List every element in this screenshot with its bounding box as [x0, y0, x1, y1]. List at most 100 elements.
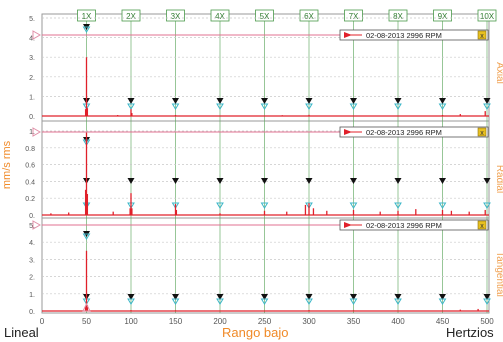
harmonic-label-text: 3X	[171, 12, 181, 21]
harmonic-marker-black	[439, 294, 446, 300]
harmonic-label: 1X	[77, 9, 96, 22]
harmonic-label-box	[299, 9, 319, 22]
x-tick-label: 0	[40, 317, 45, 326]
harmonic-marker-black	[127, 98, 135, 104]
harmonic-label-text: 5X	[260, 12, 270, 21]
harmonic-marker-cyan	[127, 103, 135, 110]
y-tick-label: 0.	[29, 309, 35, 316]
unit-label: Hertzios	[446, 325, 494, 340]
harmonic-marker-cyan	[305, 103, 313, 110]
y-tick-label: 0.6	[25, 163, 35, 170]
harmonic-marker-cyan	[305, 298, 313, 305]
harmonic-marker-cyan	[438, 202, 447, 209]
harmonic-marker-cyan	[438, 103, 447, 110]
x-tick-label: 300	[302, 317, 316, 326]
harmonic-label-text: 2X	[126, 12, 136, 21]
legend-label: 02-08-2013 2996 RPM	[366, 221, 442, 230]
legend-box	[339, 126, 489, 138]
harmonic-marker-black	[216, 98, 224, 104]
reference-marker	[32, 127, 42, 137]
panel-tangential: 0. 1. 2. 3. 4. 5. 02-08-2013 2996 RPM x Tangenti…	[29, 219, 503, 316]
legend-square-mark: x	[480, 223, 484, 230]
harmonic-label-box	[433, 9, 452, 22]
y-tick-label: 0.	[29, 114, 35, 121]
harmonic-marker-cyan	[216, 103, 224, 110]
harmonic-marker-black	[305, 98, 313, 104]
harmonic-marker-cyan	[260, 298, 269, 305]
harmonic-marker-cyan	[483, 202, 491, 209]
harmonic-marker-black	[127, 294, 135, 300]
harmonic-label-text: 6X	[304, 12, 314, 21]
harmonic-label-text: 8X	[393, 12, 403, 21]
panel-name-label: Radial	[494, 165, 503, 193]
fundamental-marker-cyan	[82, 26, 91, 33]
harmonic-label-text: 9X	[438, 12, 448, 21]
x-tick-label: 500	[480, 317, 494, 326]
harmonic-marker-black	[216, 178, 224, 184]
harmonic-marker-black	[127, 178, 135, 184]
panel-axial: 0. 1. 2. 3. 4. 5. 02-08-2013 2996 RPM x Axial	[29, 16, 503, 121]
harmonic-marker-cyan	[260, 202, 269, 209]
harmonic-label: 5X	[255, 9, 274, 22]
y-tick-label: 0.8	[25, 146, 35, 153]
x-tick-label: 50	[82, 317, 91, 326]
legend: 02-08-2013 2996 RPM x	[339, 219, 489, 231]
legend-square-mark: x	[480, 33, 484, 40]
legend-label: 02-08-2013 2996 RPM	[366, 128, 442, 137]
harmonic-marker-black	[172, 98, 179, 104]
legend-square	[477, 220, 487, 230]
harmonic-marker-cyan	[349, 298, 358, 305]
y-tick-label: 2.	[29, 75, 35, 82]
harmonic-marker-black	[439, 98, 446, 104]
harmonic-marker-black	[483, 98, 491, 104]
y-tick-label: 4.	[29, 36, 35, 43]
fundamental-marker-cyan	[82, 233, 91, 240]
x-tick-label: 350	[347, 317, 361, 326]
harmonic-marker-cyan	[438, 298, 447, 305]
x-tick-label: 150	[169, 317, 183, 326]
legend-label: 02-08-2013 2996 RPM	[366, 31, 442, 40]
legend-swatch	[344, 129, 352, 135]
legend-swatch	[344, 32, 352, 38]
x-tick-label: 450	[436, 317, 450, 326]
harmonic-marker-black	[439, 178, 446, 184]
harmonic-label-box	[166, 9, 185, 22]
harmonic-label-box	[210, 9, 230, 22]
harmonic-marker-black	[172, 294, 179, 300]
harmonic-marker-black	[350, 178, 357, 184]
x-tick-label: 200	[213, 317, 227, 326]
harmonic-marker-black	[261, 98, 268, 104]
y-tick-label: 0.	[29, 213, 35, 220]
y-axis-label: mm/s rms	[1, 140, 13, 189]
harmonic-marker-cyan	[394, 298, 402, 305]
harmonic-marker-black	[261, 178, 268, 184]
legend-square	[477, 30, 487, 40]
x-axis-label: Rango bajo	[222, 325, 289, 340]
harmonic-marker-cyan	[171, 103, 180, 110]
harmonic-marker-black	[216, 294, 224, 300]
legend-box	[339, 29, 489, 41]
harmonic-marker-black	[483, 178, 491, 184]
harmonic-marker-black	[261, 294, 268, 300]
x-tick-label: 400	[391, 317, 405, 326]
y-tick-label: 0.4	[25, 179, 35, 186]
reference-marker	[32, 220, 42, 230]
legend-box	[339, 219, 489, 231]
harmonic-marker-cyan	[349, 103, 358, 110]
scale-mode-label: Lineal	[4, 325, 39, 340]
harmonic-marker-cyan	[216, 202, 224, 209]
y-tick-label: 3.	[29, 55, 35, 62]
y-tick-label: 5.	[29, 223, 35, 230]
harmonic-label-text: 7X	[349, 12, 359, 21]
harmonic-label-box	[344, 9, 363, 22]
harmonic-marker-cyan	[394, 103, 402, 110]
harmonic-marker-cyan	[394, 202, 402, 209]
legend-swatch	[344, 222, 352, 228]
y-tick-label: 4.	[29, 240, 35, 247]
x-tick-label: 100	[124, 317, 138, 326]
harmonic-label-text: 4X	[215, 12, 225, 21]
reference-marker	[32, 30, 42, 40]
harmonic-marker-black	[394, 98, 402, 104]
harmonic-marker-cyan	[305, 202, 313, 209]
